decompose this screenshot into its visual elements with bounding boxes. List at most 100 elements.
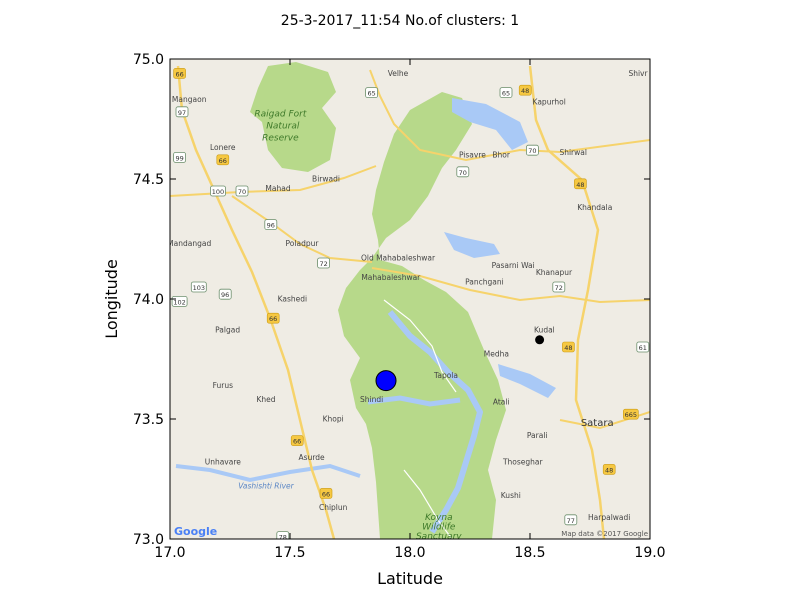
shield-background — [173, 151, 187, 163]
map-place-label: Khed — [256, 395, 275, 404]
map-place-label: Shirwal — [559, 148, 587, 157]
map-place-label: Mahabaleshwar — [361, 273, 421, 282]
highway-shield: 48 — [574, 178, 587, 190]
map-place-label: Parali — [527, 431, 548, 440]
y-tick-label: 74.5 — [133, 172, 164, 188]
map-place-label: Furus — [213, 381, 233, 390]
map-place-label: Shivr — [628, 69, 648, 78]
highway-shield: 78 — [276, 531, 290, 539]
map-place-label: Raigad Fort — [254, 110, 306, 120]
shield-background — [319, 488, 333, 499]
shield-background — [266, 312, 280, 324]
map-place-label: Unhavare — [205, 458, 242, 467]
highway-shield: 65 — [499, 87, 513, 98]
x-axis-label: Latitude — [377, 569, 443, 588]
highway-shield: 65 — [365, 87, 379, 98]
x-axis: 17.0 17.5 18.0 18.5 19.0 — [154, 59, 666, 561]
map-place-label: Kushi — [501, 491, 521, 500]
shield-number: 70 — [238, 188, 246, 196]
shield-number: 48 — [576, 181, 584, 189]
map-place-label: Wildlife — [422, 522, 456, 532]
shield-number: 72 — [319, 260, 327, 268]
shield-background — [499, 87, 513, 98]
map-place-label: Harpalwadi — [588, 513, 630, 522]
map-place-label: Chiplun — [319, 503, 348, 512]
shield-number: 70 — [528, 147, 536, 155]
chart-title: 25-3-2017_11:54 No.of clusters: 1 — [281, 13, 519, 29]
shield-number: 66 — [293, 438, 301, 446]
highway-shield: 665 — [622, 408, 639, 420]
shield-background — [190, 281, 207, 293]
highway-shield: 72 — [552, 281, 566, 293]
shield-number: 65 — [367, 90, 375, 98]
highway-shield: 100 — [210, 185, 226, 197]
shield-background — [276, 531, 290, 539]
shield-background — [456, 166, 470, 178]
map-place-label: Mahad — [265, 184, 290, 193]
map-place-label: Khanapur — [536, 268, 573, 277]
map-place-label: Kapurhol — [533, 98, 566, 107]
map-place-label: Kudal — [534, 326, 555, 335]
vashishti-river — [175, 463, 361, 483]
shield-background — [552, 281, 566, 293]
highway-shield: 97 — [175, 106, 189, 118]
shield-number: 96 — [221, 291, 229, 299]
shield-background — [622, 408, 639, 420]
y-axis-label: Longitude — [102, 259, 121, 339]
shield-number: 48 — [521, 87, 529, 95]
highway-shield: 96 — [264, 219, 278, 231]
y-axis: 73.0 73.5 74.0 74.5 75.0 — [133, 52, 650, 548]
map-place-label: Mandangad — [167, 239, 211, 248]
shield-number: 100 — [212, 188, 224, 196]
highway-shield: 72 — [317, 257, 331, 269]
highway-shield: 102 — [171, 295, 188, 307]
map-place-label: Vashishti River — [238, 482, 294, 491]
shield-number: 72 — [555, 284, 563, 292]
y-tick-label: 73.0 — [133, 532, 164, 548]
shield-number: 65 — [502, 90, 510, 98]
shield-number: 61 — [639, 344, 647, 352]
basemap[interactable]: 66 97 99 66 100 70 96 65 65 48 70 70 48 72 103 96 102 66 7… — [167, 59, 650, 542]
shield-background — [290, 435, 304, 446]
cluster-center-marker — [375, 370, 397, 392]
x-tick-label: 18.5 — [514, 545, 545, 561]
shield-background — [317, 257, 331, 269]
koyna-branch-west — [367, 395, 461, 407]
highway-shield: 66 — [319, 488, 333, 499]
y-tick-label: 75.0 — [133, 52, 164, 68]
y-tick-label: 74.0 — [133, 292, 164, 308]
shield-background — [602, 464, 616, 475]
shield-number: 66 — [219, 157, 227, 165]
highway-shield: 48 — [518, 84, 532, 96]
shield-number: 66 — [175, 70, 183, 78]
map-place-label: Bhor — [492, 150, 510, 159]
highway-shield: 70 — [526, 144, 539, 156]
shield-number: 99 — [175, 154, 183, 162]
shield-number: 97 — [178, 109, 186, 117]
map-place-label: Satara — [581, 418, 614, 429]
map-place-label: Tapola — [433, 371, 458, 380]
map-place-label: Old Mahabaleshwar — [361, 254, 436, 263]
highway-shield: 66 — [266, 312, 280, 324]
shield-number: 96 — [267, 222, 275, 230]
shield-number: 70 — [459, 169, 467, 177]
shield-number: 77 — [567, 517, 575, 525]
map-place-label: Pisavre — [459, 150, 486, 159]
shield-background — [175, 106, 189, 118]
koyna-reservoir — [387, 310, 483, 534]
highway-shield: 103 — [190, 281, 207, 293]
highway-shield: 77 — [564, 514, 578, 526]
highway-shield: 61 — [636, 341, 650, 353]
sahyadri-forest-belt — [338, 92, 506, 539]
map-place-label: Medha — [484, 350, 509, 359]
map-place-label: Khopi — [323, 414, 344, 423]
map-place-label: Khandala — [577, 203, 612, 212]
highway-shield: 48 — [562, 341, 575, 353]
highway-shield: 70 — [456, 166, 470, 178]
google-logo: Google — [174, 525, 217, 538]
shield-number: 66 — [322, 490, 330, 498]
shield-background — [218, 288, 232, 300]
shield-number: 48 — [605, 466, 613, 474]
shield-background — [574, 178, 587, 190]
